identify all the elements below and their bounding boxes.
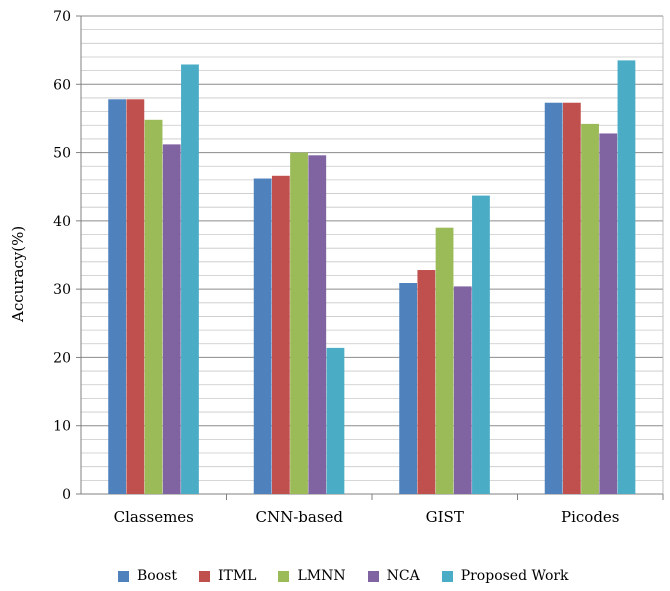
bar-proposed-work-gist [472, 195, 490, 494]
legend-swatch [367, 570, 379, 582]
bar-itml-cnn-based [271, 175, 290, 494]
legend: Boost ITML LMNN NCA Proposed Work [118, 568, 569, 584]
y-tick-label: 70 [53, 9, 71, 25]
legend-swatch [441, 570, 453, 582]
y-tick-label: 10 [53, 419, 71, 435]
bar-itml-classemes [126, 99, 145, 495]
legend-item: ITML [198, 568, 257, 584]
x-tick-label: CNN-based [255, 508, 343, 526]
bar-proposed-work-cnn-based [326, 347, 345, 494]
bar-boost-gist [399, 282, 418, 494]
bar-proposed-work-classemes [181, 64, 199, 495]
bar-boost-picodes [544, 102, 563, 495]
x-tick-label: Picodes [561, 508, 620, 526]
legend-item: Proposed Work [441, 568, 569, 584]
y-axis-title: Accuracy(%) [9, 225, 27, 322]
legend-label: NCA [386, 568, 420, 584]
legend-swatch [198, 570, 210, 582]
legend-label: ITML [217, 568, 257, 584]
bar-lmnn-classemes [144, 119, 163, 495]
bar-boost-cnn-based [253, 178, 272, 494]
legend-item: LMNN [278, 568, 346, 584]
legend-swatch [118, 570, 129, 582]
legend-item: Boost [118, 568, 177, 584]
bar-itml-gist [417, 270, 436, 494]
bar-boost-classemes [108, 99, 127, 495]
bar-nca-classemes [162, 144, 181, 494]
bar-lmnn-cnn-based [290, 152, 308, 495]
bar-lmnn-gist [435, 227, 454, 494]
x-tick-label: Classemes [114, 508, 194, 526]
legend-swatch [278, 570, 290, 582]
y-tick-label: 30 [53, 282, 71, 298]
x-tick-label: GIST [426, 508, 464, 526]
bar-itml-picodes [562, 102, 581, 495]
y-tick-label: 40 [53, 214, 71, 230]
bar-nca-gist [453, 286, 472, 494]
legend-label: Boost [137, 568, 177, 584]
y-tick-label: 20 [53, 350, 71, 366]
legend-item: NCA [367, 568, 420, 584]
bar-nca-picodes [599, 133, 618, 495]
bar-proposed-work-picodes [617, 60, 636, 495]
legend-label: LMNN [297, 568, 346, 584]
bar-lmnn-picodes [581, 123, 599, 495]
y-tick-label: 50 [53, 146, 71, 162]
legend-label: Proposed Work [460, 568, 569, 584]
bar-nca-cnn-based [308, 155, 327, 494]
y-tick-label: 0 [62, 487, 71, 503]
y-tick-label: 60 [53, 77, 71, 93]
